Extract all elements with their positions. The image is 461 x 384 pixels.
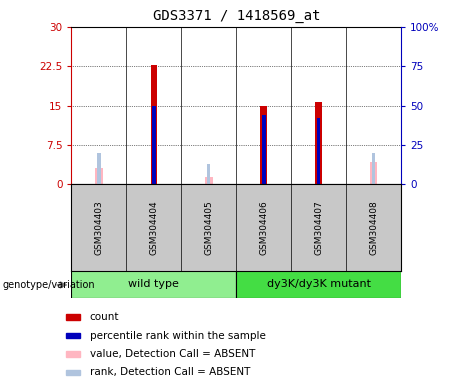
Bar [370, 162, 378, 184]
Text: GSM304404: GSM304404 [149, 200, 159, 255]
Bar [152, 106, 156, 184]
Bar [66, 351, 80, 357]
Bar [315, 102, 322, 184]
Text: genotype/variation: genotype/variation [2, 280, 95, 290]
Bar [260, 106, 267, 184]
Bar [66, 333, 80, 338]
Title: GDS3371 / 1418569_at: GDS3371 / 1418569_at [153, 9, 320, 23]
Text: GSM304408: GSM304408 [369, 200, 378, 255]
Bar [66, 370, 80, 375]
Bar [71, 271, 236, 298]
Text: count: count [89, 312, 119, 322]
Bar [372, 153, 375, 184]
Text: dy3K/dy3K mutant: dy3K/dy3K mutant [266, 279, 371, 289]
Text: GSM304403: GSM304403 [95, 200, 103, 255]
Text: percentile rank within the sample: percentile rank within the sample [89, 331, 266, 341]
Bar [95, 167, 103, 184]
Text: GSM304407: GSM304407 [314, 200, 323, 255]
Text: wild type: wild type [129, 279, 179, 289]
Bar [97, 153, 100, 184]
Text: rank, Detection Call = ABSENT: rank, Detection Call = ABSENT [89, 367, 250, 377]
Bar [236, 271, 401, 298]
Text: value, Detection Call = ABSENT: value, Detection Call = ABSENT [89, 349, 255, 359]
Bar [205, 177, 213, 184]
Bar [151, 65, 157, 184]
Bar [207, 164, 210, 184]
Bar [317, 118, 320, 184]
Text: GSM304406: GSM304406 [259, 200, 268, 255]
Bar [66, 314, 80, 320]
Bar [262, 115, 266, 184]
Text: GSM304405: GSM304405 [204, 200, 213, 255]
